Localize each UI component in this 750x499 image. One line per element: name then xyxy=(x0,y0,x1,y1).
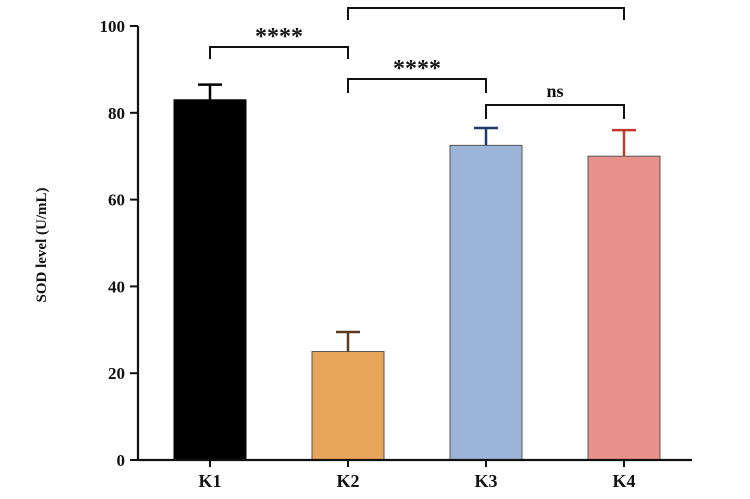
y-axis-label: SOD level (U/mL) xyxy=(34,188,50,303)
x-tick-label-k2: K2 xyxy=(336,471,359,491)
significance-bracket xyxy=(347,7,625,20)
error-bar-k1 xyxy=(198,83,222,100)
error-bar-k4 xyxy=(612,128,636,157)
bars xyxy=(173,99,661,461)
significance-label: **** xyxy=(255,24,303,50)
significance-label: ns xyxy=(546,81,563,101)
error-bars xyxy=(198,83,636,352)
significance-bracket: **** xyxy=(209,24,349,59)
y-tick-label: 60 xyxy=(108,191,125,210)
y-tick-label: 80 xyxy=(108,104,125,123)
significance-brackets: **** **** ns xyxy=(209,7,625,119)
y-tick-label: 40 xyxy=(108,277,125,296)
y-tick-label: 0 xyxy=(117,451,126,470)
x-tick-label-k1: K1 xyxy=(198,471,221,491)
bar-k1 xyxy=(173,99,247,461)
x-tick-label-k3: K3 xyxy=(474,471,497,491)
x-tick-label-k4: K4 xyxy=(612,471,635,491)
error-bar-k3 xyxy=(474,126,498,146)
y-axis: 0 20 40 60 80 100 xyxy=(100,17,140,470)
significance-label: **** xyxy=(393,56,441,82)
y-tick-label: 20 xyxy=(108,364,125,383)
bar-k2 xyxy=(311,351,385,461)
error-bar-k2 xyxy=(336,330,360,352)
significance-bracket: ns xyxy=(485,81,625,119)
y-tick-label: 100 xyxy=(100,17,126,36)
significance-bracket: **** xyxy=(347,56,487,93)
x-axis: K1 K2 K3 K4 xyxy=(137,458,692,491)
bar-k4 xyxy=(587,155,661,461)
bar-k3 xyxy=(449,144,523,461)
